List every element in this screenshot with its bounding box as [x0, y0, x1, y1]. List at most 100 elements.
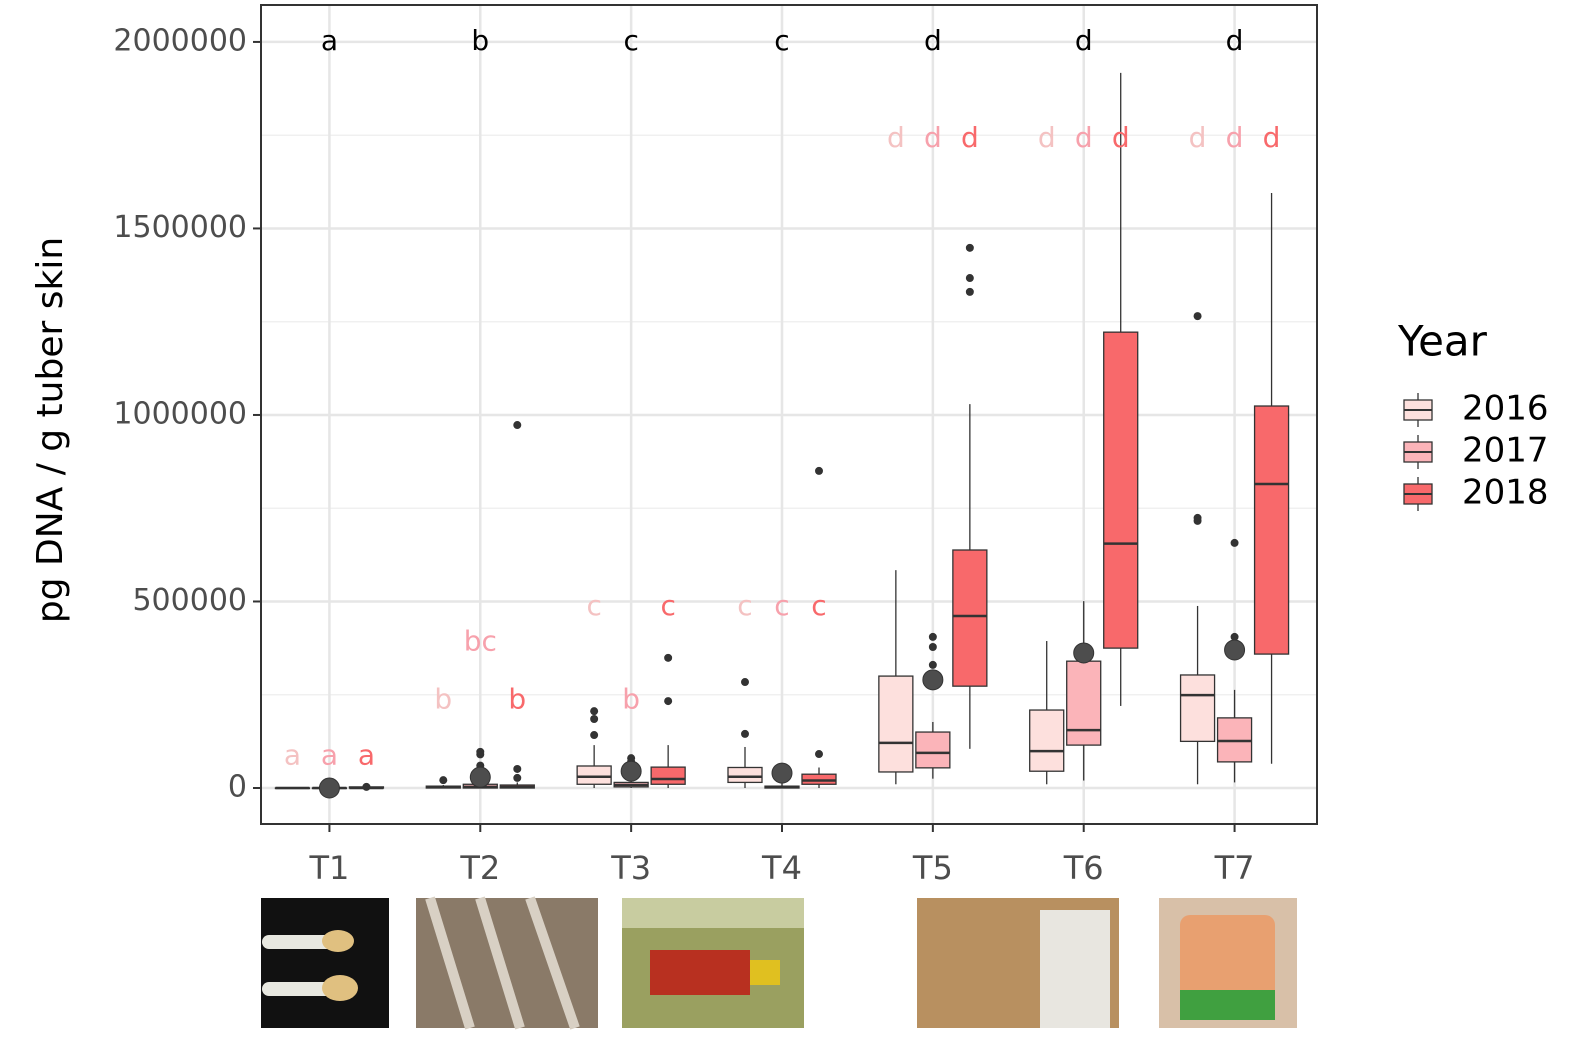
outlier	[1231, 539, 1239, 547]
mean	[470, 767, 490, 787]
outlier	[513, 774, 521, 782]
outlier	[741, 730, 749, 738]
x-tick-label: T2	[459, 849, 500, 887]
x-tick-label: T7	[1214, 849, 1255, 887]
photo-bag-label	[1180, 990, 1275, 1020]
year-letter: a	[321, 738, 338, 771]
box	[802, 774, 836, 784]
outlier	[590, 715, 598, 723]
group-letter: c	[623, 24, 638, 57]
legend-title: Year	[1397, 317, 1488, 366]
outlier	[966, 288, 974, 296]
year-letter: bc	[464, 625, 497, 658]
sprout	[322, 975, 358, 1001]
box	[1030, 710, 1064, 771]
outlier	[929, 633, 937, 641]
outlier	[664, 697, 672, 705]
box	[916, 732, 950, 768]
legend-label: 2018	[1462, 473, 1549, 513]
y-tick-label: 1500000	[113, 210, 247, 245]
box	[1181, 675, 1215, 741]
outlier	[741, 678, 749, 686]
photo-sky	[622, 898, 804, 928]
chart: abccdddabccdddabcbcdddabccddd pg DNA / g…	[0, 0, 1592, 1045]
x-tick-label: T4	[761, 849, 802, 887]
page: {"chart_data": { "type": "boxplot", "y_l…	[0, 0, 1592, 1045]
box	[577, 766, 611, 784]
year-letter: b	[622, 682, 640, 715]
x-tick-label: T3	[610, 849, 651, 887]
outlier	[590, 731, 598, 739]
year-letter: d	[1263, 121, 1281, 154]
outlier	[815, 750, 823, 758]
mean	[1225, 640, 1245, 660]
x-tick-label: T6	[1063, 849, 1104, 887]
legend-label: 2017	[1462, 431, 1549, 471]
outlier	[664, 654, 672, 662]
box	[1255, 406, 1289, 654]
box	[1104, 332, 1138, 648]
group-letter: b	[471, 24, 489, 57]
sprout	[322, 930, 354, 952]
outlier	[362, 783, 370, 791]
photos	[261, 898, 1297, 1028]
year-letter: b	[508, 682, 526, 715]
mean	[621, 761, 641, 781]
year-letter: b	[434, 682, 452, 715]
photo-sprouts	[261, 898, 389, 1028]
x-tick-label: T1	[308, 849, 349, 887]
year-letter: d	[1226, 121, 1244, 154]
group-letter: c	[774, 24, 789, 57]
year-letter: d	[924, 121, 942, 154]
year-letter: c	[811, 589, 826, 622]
outlier	[929, 643, 937, 651]
photo-machine	[650, 950, 750, 995]
legend-label: 2016	[1462, 389, 1549, 429]
year-letter: c	[737, 589, 752, 622]
year-letter: a	[284, 738, 301, 771]
outlier	[966, 274, 974, 282]
box	[953, 550, 987, 686]
outlier	[590, 707, 598, 715]
outlier	[439, 776, 447, 784]
y-axis-title: pg DNA / g tuber skin	[30, 237, 71, 623]
year-letter: d	[1038, 121, 1056, 154]
box	[651, 767, 685, 784]
group-letter: d	[1075, 24, 1093, 57]
mean	[319, 778, 339, 798]
x-tick-label: T5	[912, 849, 953, 887]
y-tick-label: 1000000	[113, 396, 247, 431]
outlier	[1194, 312, 1202, 320]
year-letter: a	[358, 738, 375, 771]
y-tick-label: 2000000	[113, 23, 247, 58]
photo-tractor	[750, 960, 780, 985]
year-letter: d	[887, 121, 905, 154]
outlier	[815, 467, 823, 475]
outlier	[513, 765, 521, 773]
year-letter: c	[586, 589, 601, 622]
year-letter: d	[961, 121, 979, 154]
photo-door	[1040, 910, 1110, 1028]
box	[1067, 661, 1101, 745]
outlier	[513, 421, 521, 429]
y-tick-label: 500000	[132, 583, 247, 618]
year-letter: d	[1075, 121, 1093, 154]
outlier	[966, 244, 974, 252]
outlier	[929, 661, 937, 669]
y-tick-label: 0	[228, 770, 247, 805]
group-letter: a	[321, 24, 338, 57]
year-letter: c	[660, 589, 675, 622]
outlier	[476, 748, 484, 756]
group-letter: d	[924, 24, 942, 57]
box	[728, 767, 762, 782]
grid	[261, 5, 1317, 824]
year-letter: d	[1112, 121, 1130, 154]
mean	[923, 670, 943, 690]
box	[879, 676, 913, 772]
year-letter: c	[774, 589, 789, 622]
mean	[1074, 643, 1094, 663]
year-letter: d	[1189, 121, 1207, 154]
group-letter: d	[1226, 24, 1244, 57]
outlier	[1194, 514, 1202, 522]
